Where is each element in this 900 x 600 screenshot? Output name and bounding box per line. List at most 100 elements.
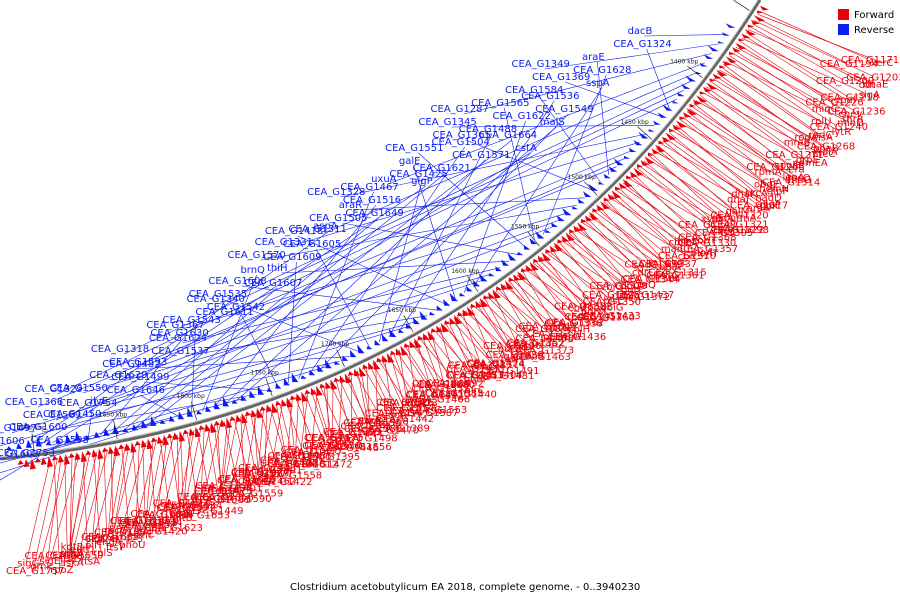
forward-leader-line [223,417,238,490]
reverse-leader-line [387,62,705,185]
forward-gene-label: rbsB [567,312,590,323]
forward-gene-arrow [750,19,760,25]
forward-leader-line [714,75,825,148]
forward-gene-label: CEA_G1552 [411,384,469,395]
forward-gene-arrow [500,283,508,291]
forward-gene-arrow [529,261,539,271]
forward-gene-label: CEA_G1557 [281,445,339,456]
forward-gene-label: arbA [558,332,582,343]
forward-gene-label: prmA [730,213,757,224]
forward-gene-label: CEA_G1454 [109,525,167,536]
reverse-gene-arrow [466,286,473,292]
forward-leader-line [157,437,168,513]
forward-gene-arrow [195,426,201,438]
forward-gene-label: CEA_G1496 [385,406,443,417]
reverse-leader-line [37,166,617,408]
forward-leader-line [107,448,115,537]
forward-leader-line [596,208,676,272]
forward-gene-label: CEA_G1589 [231,468,289,479]
forward-gene-label: cobC [471,362,496,373]
forward-leader-line [588,215,674,275]
forward-gene-label: CEA_G1590 [213,494,271,505]
forward-gene-arrow [633,167,644,176]
position-tick [113,420,118,439]
forward-leader-line [240,416,245,480]
forward-gene-label: CEA_G1444 [325,429,383,440]
forward-gene-arrow [488,292,496,299]
reverse-gene-arrow [676,92,685,97]
forward-gene-arrow [146,438,153,450]
reverse-gene-label: CEA_G1450 [43,409,101,420]
reverse-gene-arrow [449,292,458,302]
forward-gene-label: ftsZ [60,554,79,565]
forward-leader-line [749,26,844,81]
forward-leader-line [453,317,475,365]
forward-gene-label: CEA_G1655 [120,518,178,529]
reverse-leader-line [465,139,593,191]
forward-gene-label: CEA_G1305 [695,228,753,239]
forward-gene-label: cbiP [668,237,689,248]
forward-gene-label: purN [545,323,569,334]
forward-gene-label: galM [725,207,749,218]
forward-gene-arrow [686,108,697,116]
forward-gene-label: cbiD [509,342,532,353]
forward-leader-line [230,414,248,488]
position-tick-label: 1400 kbp [670,59,698,66]
forward-gene-label: CEA_G1387 [400,408,458,419]
forward-gene-label: CEA_G1352 [507,338,565,349]
forward-gene-arrow [304,389,311,395]
reverse-gene-arrow [583,191,592,197]
reverse-gene-arrow [141,420,148,429]
forward-leader-line [456,316,494,363]
forward-gene-arrow [210,422,217,433]
forward-gene-label: cbiF [568,303,589,314]
forward-gene-arrow [204,423,211,432]
forward-leader-line [591,213,644,265]
reverse-gene-label: CEA_G1340 [187,294,245,305]
forward-gene-arrow [618,182,627,189]
forward-gene-label: sigA [859,90,880,101]
reverse-gene-arrow [561,207,572,216]
reverse-leader-line [0,440,65,481]
forward-gene-arrow [281,399,288,407]
legend-swatch-reverse [838,24,849,35]
forward-leader-line [710,81,796,142]
forward-gene-arrow [275,400,282,406]
forward-leader-line [489,294,544,350]
reverse-gene-label: araE [582,52,605,63]
forward-leader-line [556,243,610,295]
forward-gene-arrow [679,116,686,120]
reverse-gene-arrow [159,419,166,424]
forward-leader-line [378,360,413,411]
forward-leader-line [270,401,283,470]
reverse-gene-arrow [624,155,630,159]
reverse-leader-line [241,285,437,311]
forward-leader-line [702,92,821,154]
forward-gene-label: phoR [401,398,427,409]
forward-gene-label: CEA_G1501 [244,466,302,477]
forward-leader-line [751,23,866,85]
reverse-leader-line [298,191,374,379]
position-tick-label: 1600 kbp [451,268,479,275]
reverse-leader-line [398,100,555,333]
forward-gene-label: CEA_G1757 [6,566,64,577]
forward-leader-line [407,344,417,403]
reverse-leader-lines [0,34,726,481]
forward-gene-arrow [629,171,638,178]
forward-gene-label: sodC [633,260,658,271]
forward-leader-line [285,400,308,464]
forward-leader-line [712,78,825,146]
forward-leader-line [650,153,721,218]
forward-gene-arrow [124,443,131,451]
forward-gene-arrow [735,42,747,50]
reverse-gene-label: CEA_G1607 [244,278,302,289]
forward-gene-arrow [47,456,53,468]
forward-gene-arrow [675,120,687,128]
forward-gene-arrow [640,160,649,166]
forward-gene-label: CEA_G1466 [412,395,470,406]
forward-gene-label: CEA_G1533 [238,463,296,474]
forward-leader-line [666,135,769,205]
reverse-leader-line [219,81,691,305]
forward-gene-label: CEA_G1448 [267,459,325,470]
forward-gene-label: CEA_G1330 [678,238,736,249]
